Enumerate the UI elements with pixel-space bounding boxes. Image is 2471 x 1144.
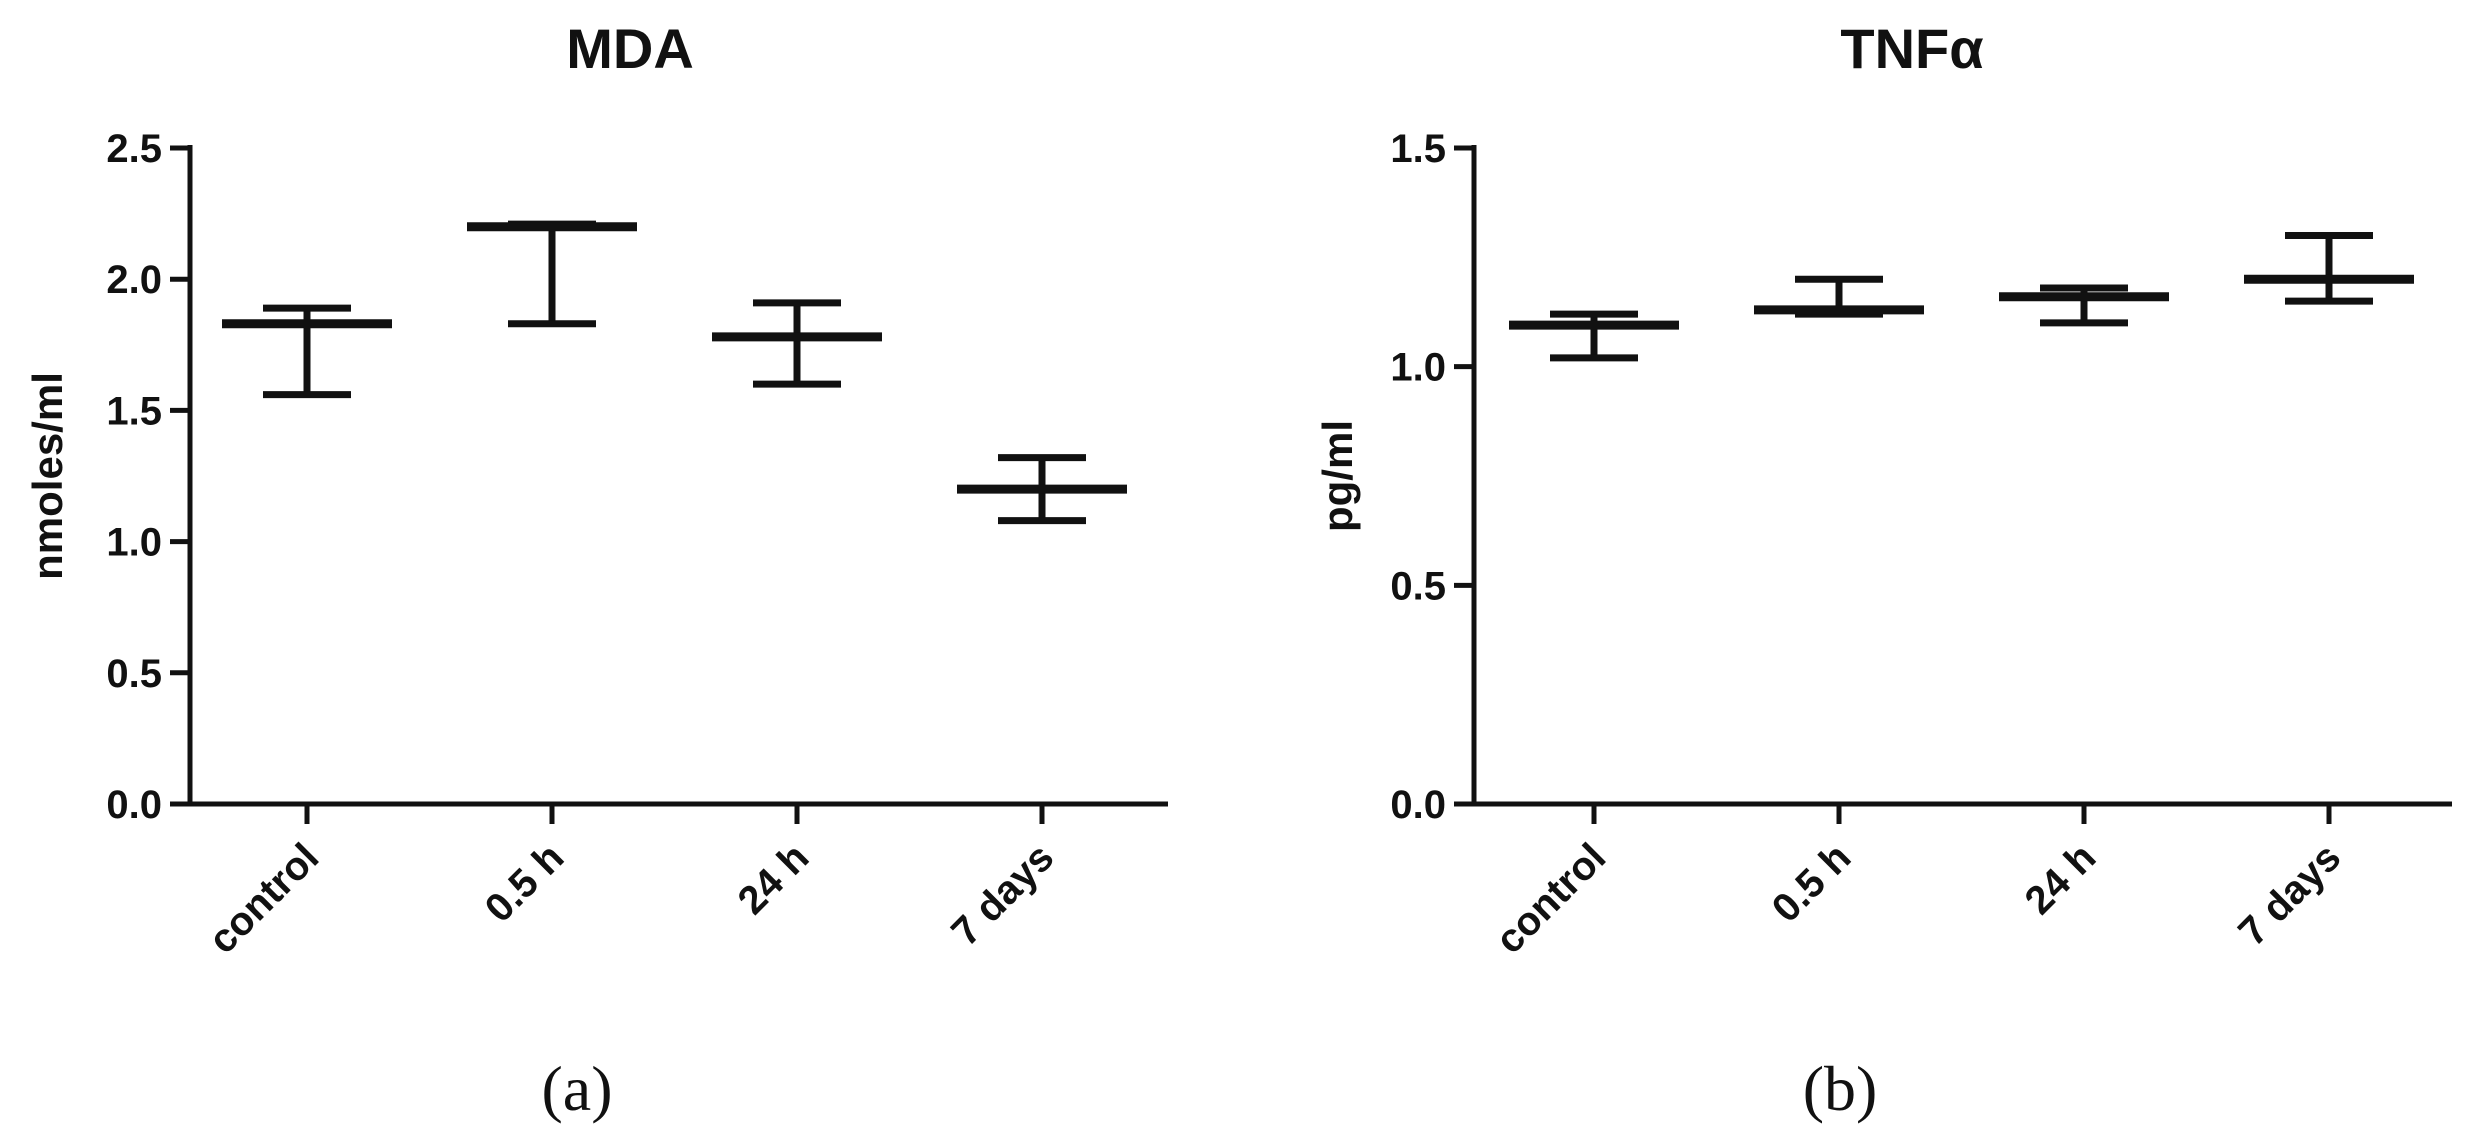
y-tick-label: 2.5 xyxy=(106,127,162,171)
x-tick-label: 7 days xyxy=(2230,835,2349,954)
chart-title: TNFα xyxy=(1840,17,1983,80)
x-tick-label: 24 h xyxy=(730,835,818,923)
y-tick-label: 1.0 xyxy=(106,521,162,565)
y-tick-label: 0.5 xyxy=(106,652,162,696)
chart-tnf-alpha: TNFα pg/ml 0.0 0.5 1.0 1.5 control 0.5 h 24 h 7 d… xyxy=(1314,17,2452,1124)
x-tick-label: control xyxy=(200,835,327,962)
chart-mda: MDA nmoles/ml 0.0 0.5 1.0 1.5 2.0 2.5 control 0.5… xyxy=(24,17,1168,1124)
y-axis-label: nmoles/ml xyxy=(24,372,71,580)
y-tick-label: 0.0 xyxy=(1390,783,1446,827)
x-tick-label: control xyxy=(1487,835,1614,962)
panel-label: (a) xyxy=(541,1053,612,1124)
y-tick-label: 1.5 xyxy=(106,389,162,433)
x-tick-label: 0.5 h xyxy=(477,835,573,931)
y-tick-label: 0.0 xyxy=(106,783,162,827)
chart-title: MDA xyxy=(566,17,694,80)
panel-label: (b) xyxy=(1803,1053,1878,1124)
x-tick-label: 7 days xyxy=(943,835,1062,954)
x-tick-label: 24 h xyxy=(2017,835,2105,923)
y-axis-label: pg/ml xyxy=(1314,420,1361,532)
y-tick-label: 0.5 xyxy=(1390,564,1446,608)
x-tick-label: 0.5 h xyxy=(1764,835,1860,931)
y-tick-label: 1.5 xyxy=(1390,127,1446,171)
y-tick-label: 2.0 xyxy=(106,258,162,302)
y-tick-label: 1.0 xyxy=(1390,346,1446,390)
